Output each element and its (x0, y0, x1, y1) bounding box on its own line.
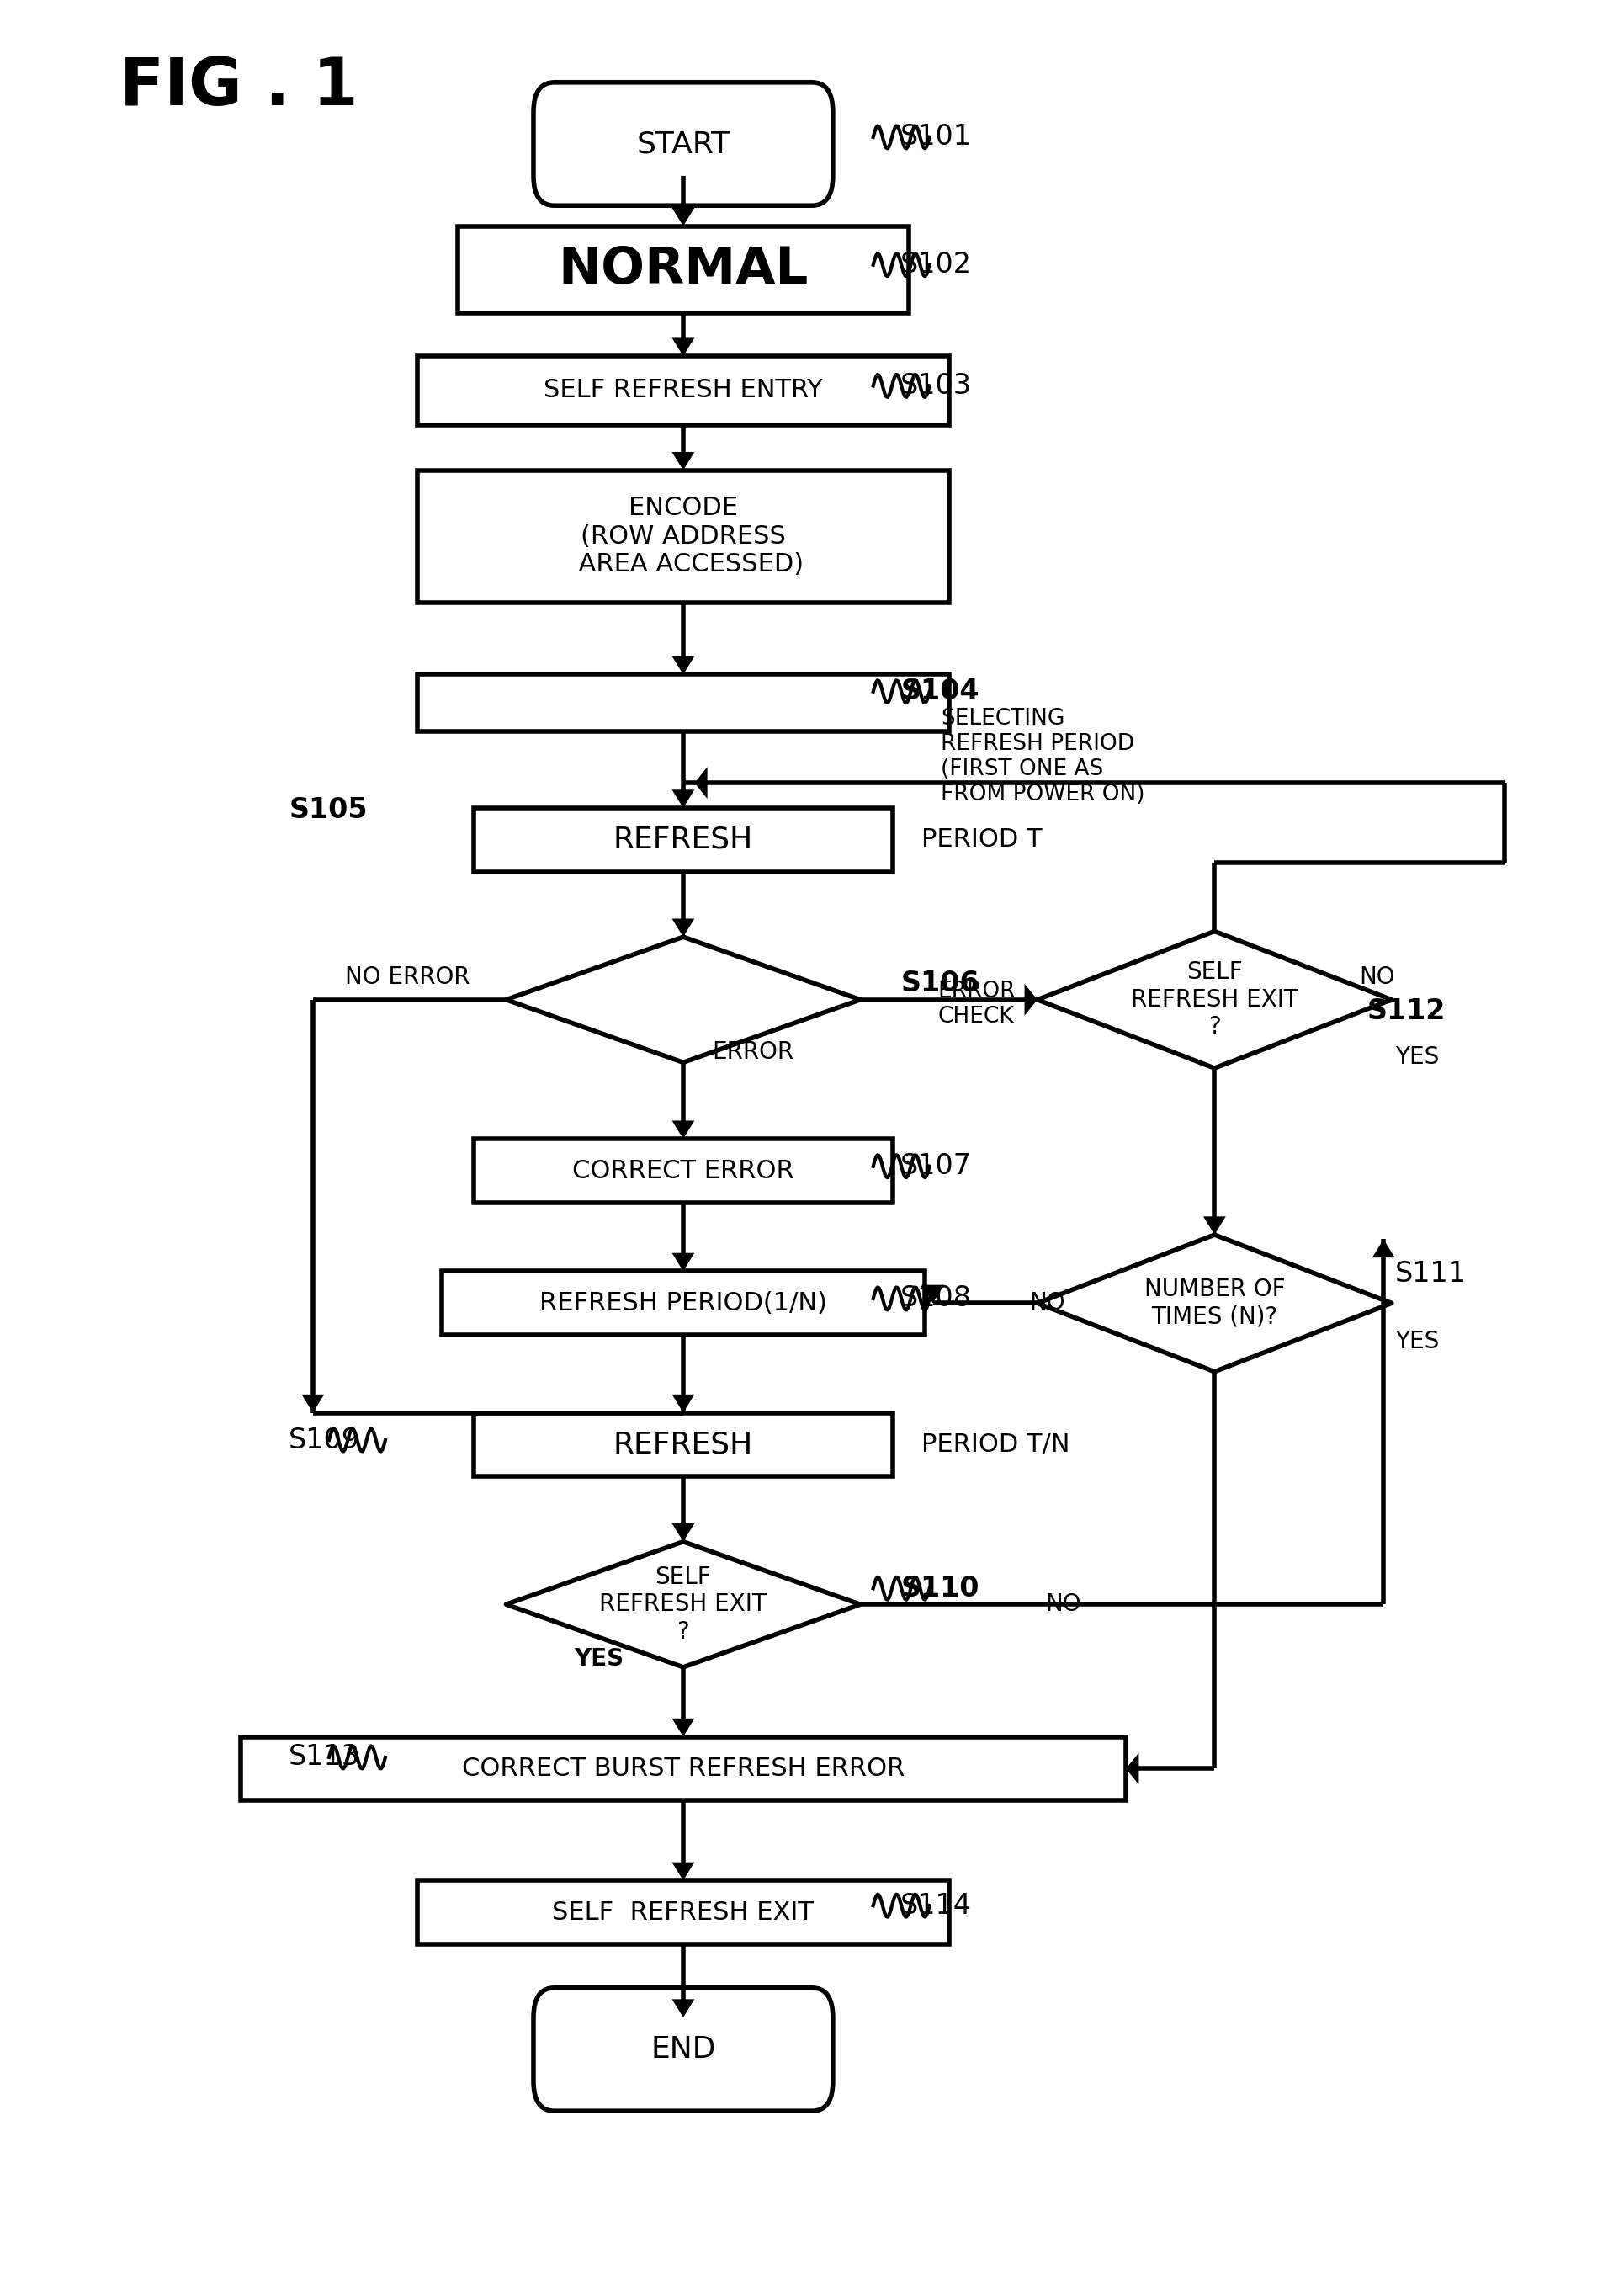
Text: S106: S106 (901, 969, 979, 996)
Text: SELF
REFRESH EXIT
?: SELF REFRESH EXIT ? (1130, 960, 1298, 1038)
Text: NO ERROR: NO ERROR (346, 964, 469, 990)
FancyBboxPatch shape (417, 675, 948, 732)
Text: S102: S102 (901, 250, 973, 278)
Polygon shape (302, 1394, 325, 1412)
FancyBboxPatch shape (533, 83, 833, 207)
Polygon shape (507, 1541, 861, 1667)
Polygon shape (1372, 1240, 1395, 1258)
FancyBboxPatch shape (458, 225, 908, 312)
Text: YES: YES (1395, 1045, 1439, 1068)
Polygon shape (1203, 1217, 1226, 1235)
Polygon shape (921, 1286, 944, 1304)
Text: S113: S113 (289, 1743, 361, 1770)
Polygon shape (672, 790, 695, 808)
Text: NO: NO (1359, 964, 1395, 990)
Text: S107: S107 (901, 1153, 973, 1180)
Text: END: END (651, 2034, 716, 2064)
Text: NUMBER OF
TIMES (N)?: NUMBER OF TIMES (N)? (1143, 1279, 1285, 1329)
Polygon shape (672, 1254, 695, 1272)
Polygon shape (1038, 932, 1392, 1068)
FancyBboxPatch shape (474, 1139, 893, 1203)
Text: REFRESH: REFRESH (614, 1430, 754, 1458)
FancyBboxPatch shape (474, 1412, 893, 1476)
FancyBboxPatch shape (442, 1272, 924, 1334)
Polygon shape (1038, 1235, 1392, 1371)
Text: SELF REFRESH ENTRY: SELF REFRESH ENTRY (544, 379, 823, 402)
Text: S109: S109 (289, 1426, 361, 1453)
Text: NO: NO (1046, 1593, 1082, 1616)
Text: ERROR: ERROR (713, 1040, 794, 1063)
Polygon shape (1025, 983, 1038, 1015)
Text: S104: S104 (901, 677, 979, 705)
Text: PERIOD T/N: PERIOD T/N (921, 1433, 1070, 1458)
Text: START: START (637, 129, 731, 158)
Text: CORRECT BURST REFRESH ERROR: CORRECT BURST REFRESH ERROR (461, 1756, 905, 1782)
Polygon shape (1125, 1752, 1138, 1784)
Text: SELECTING
REFRESH PERIOD
(FIRST ONE AS
FROM POWER ON): SELECTING REFRESH PERIOD (FIRST ONE AS F… (940, 707, 1145, 806)
Polygon shape (507, 937, 861, 1063)
Text: ENCODE
(ROW ADDRESS
  AREA ACCESSED): ENCODE (ROW ADDRESS AREA ACCESSED) (562, 496, 804, 576)
FancyBboxPatch shape (474, 808, 893, 872)
Polygon shape (672, 1120, 695, 1139)
Text: FIG . 1: FIG . 1 (120, 55, 359, 119)
Polygon shape (695, 767, 708, 799)
Text: S103: S103 (901, 372, 973, 400)
Text: PERIOD T: PERIOD T (921, 829, 1043, 852)
Text: CORRECT ERROR: CORRECT ERROR (572, 1159, 794, 1182)
Polygon shape (672, 1717, 695, 1736)
Text: S112: S112 (1367, 996, 1445, 1024)
Polygon shape (672, 918, 695, 937)
FancyBboxPatch shape (417, 1880, 948, 1945)
FancyBboxPatch shape (417, 471, 948, 602)
Text: NORMAL: NORMAL (559, 246, 809, 294)
Text: SELF  REFRESH EXIT: SELF REFRESH EXIT (552, 1901, 814, 1924)
Polygon shape (672, 338, 695, 356)
Polygon shape (672, 657, 695, 675)
Text: REFRESH PERIOD(1/N): REFRESH PERIOD(1/N) (539, 1290, 827, 1316)
Polygon shape (672, 452, 695, 471)
FancyBboxPatch shape (240, 1736, 1125, 1800)
Text: S110: S110 (901, 1575, 979, 1603)
Text: SELF
REFRESH EXIT
?: SELF REFRESH EXIT ? (599, 1566, 767, 1644)
FancyBboxPatch shape (417, 356, 948, 425)
Polygon shape (672, 1862, 695, 1880)
Polygon shape (672, 209, 695, 225)
Text: ERROR
CHECK: ERROR CHECK (937, 980, 1015, 1029)
Text: YES: YES (573, 1646, 624, 1671)
Text: S101: S101 (901, 124, 973, 152)
Text: S114: S114 (901, 1892, 973, 1919)
Text: NO: NO (1030, 1290, 1065, 1316)
Text: REFRESH: REFRESH (614, 827, 754, 854)
Polygon shape (672, 1522, 695, 1541)
Polygon shape (672, 2000, 695, 2018)
Text: YES: YES (1395, 1329, 1439, 1355)
Text: S108: S108 (901, 1286, 973, 1313)
FancyBboxPatch shape (533, 1988, 833, 2110)
Text: S105: S105 (289, 797, 367, 824)
Polygon shape (672, 1394, 695, 1412)
Text: S111: S111 (1395, 1261, 1466, 1288)
